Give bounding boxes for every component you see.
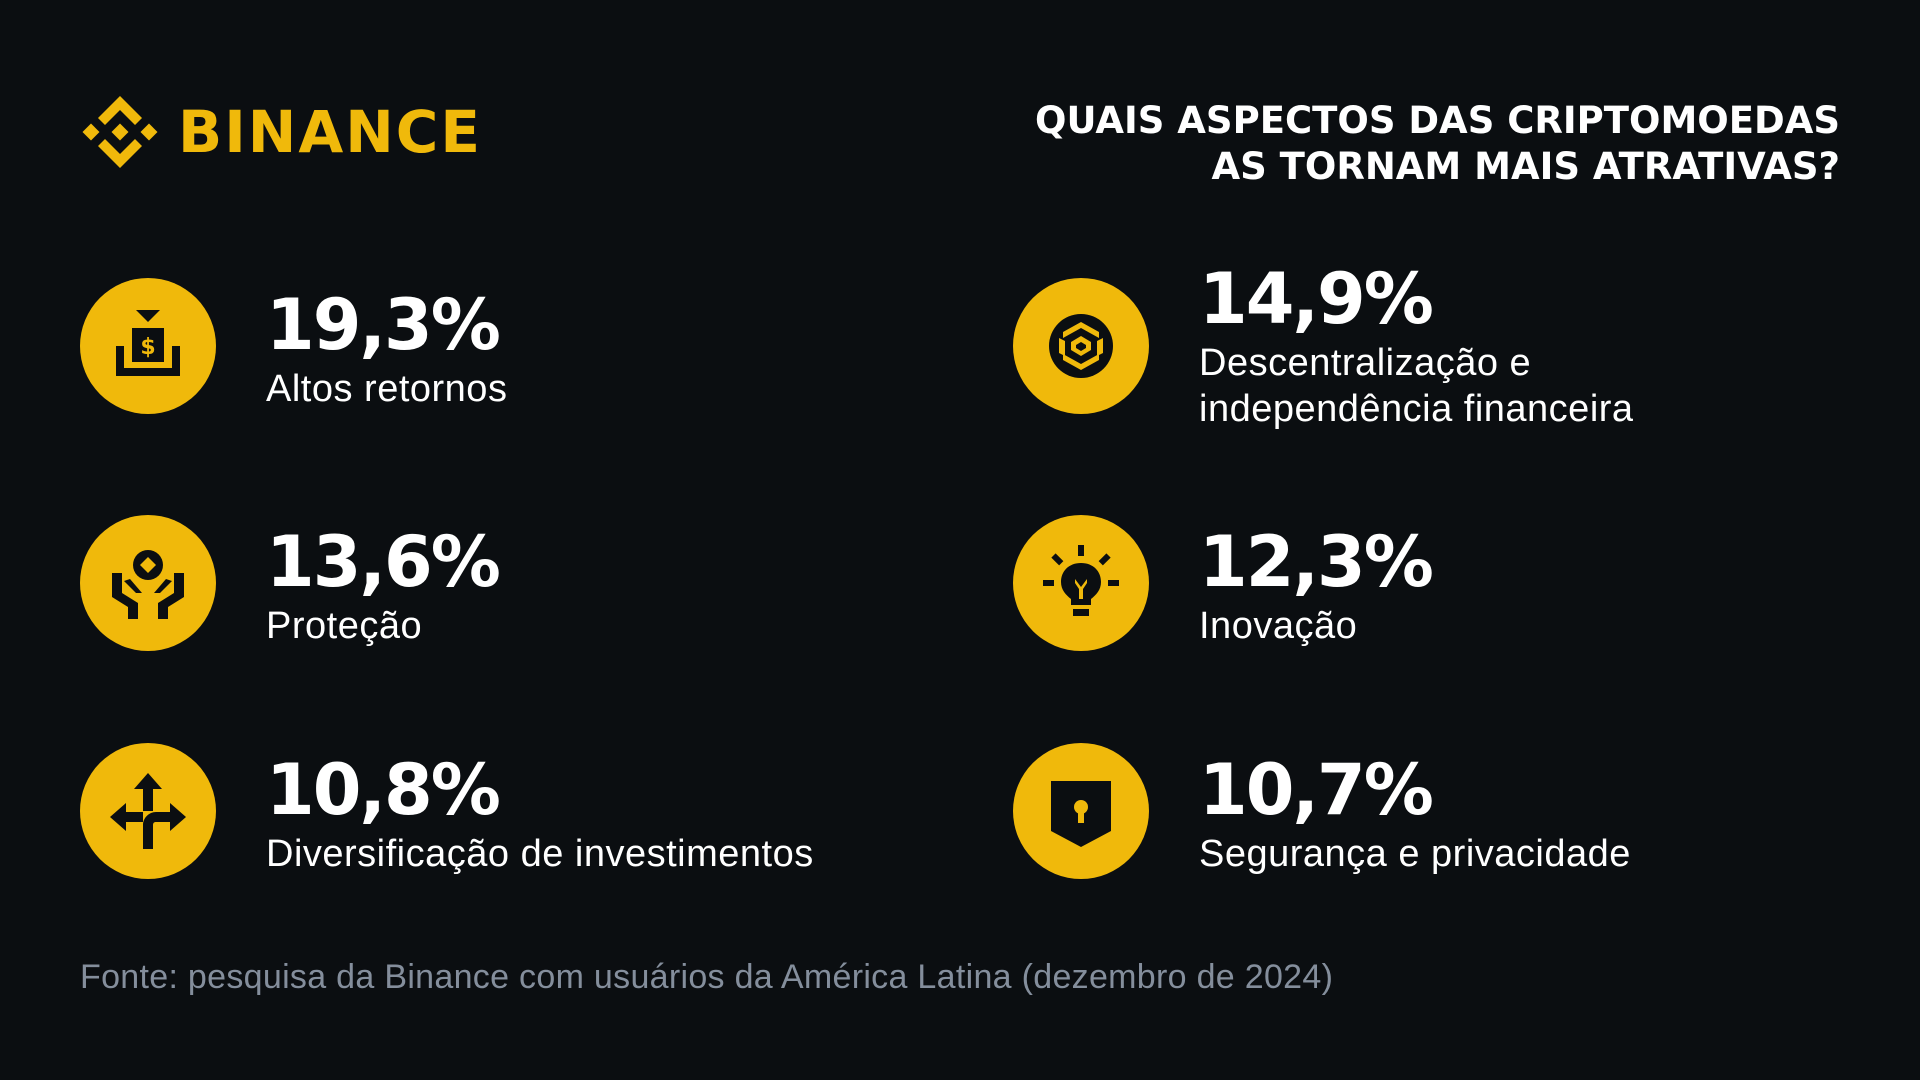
stat-label: Descentralização e independência finance… — [1199, 340, 1634, 432]
stat-percent: 13,6% — [266, 521, 501, 603]
stat-diversification: 10,8% Diversificação de investimentos — [80, 743, 814, 879]
stat-percent: 19,3% — [266, 284, 501, 366]
stat-security: 10,7% Segurança e privacidade — [1013, 743, 1631, 879]
stat-icon-circle — [1013, 515, 1149, 651]
svg-text:$: $ — [140, 335, 155, 360]
lightbulb-icon — [1043, 545, 1119, 616]
brand-name: BINANCE — [178, 98, 482, 166]
stat-decentralization: 14,9% Descentralização e independência f… — [1013, 264, 1634, 432]
stat-high-returns: $ 19,3% Altos retornos — [80, 278, 507, 414]
stat-percent: 10,8% — [266, 749, 501, 831]
stat-icon-circle — [1013, 278, 1149, 414]
stat-label: Altos retornos — [266, 368, 508, 410]
title-line-2: AS TORNAM MAIS ATRATIVAS? — [1211, 145, 1840, 188]
split-arrows-icon — [110, 773, 186, 849]
money-box-icon: $ — [116, 310, 180, 376]
stat-protection: 13,6% Proteção — [80, 515, 501, 651]
shield-keyhole-icon — [1051, 781, 1111, 847]
stat-icon-circle — [80, 743, 216, 879]
stat-label-line: independência financeira — [1199, 388, 1634, 430]
stat-label: Proteção — [266, 605, 423, 647]
page-title: QUAIS ASPECTOS DAS CRIPTOMOEDAS AS TORNA… — [940, 98, 1840, 190]
bnb-cube-icon — [1049, 314, 1113, 378]
stat-label: Segurança e privacidade — [1199, 833, 1631, 875]
stat-innovation: 12,3% Inovação — [1013, 515, 1434, 651]
title-line-1: QUAIS ASPECTOS DAS CRIPTOMOEDAS — [1035, 99, 1840, 142]
stat-label-line: Descentralização e — [1199, 342, 1532, 384]
stat-icon-circle: $ — [80, 278, 216, 414]
brand-logo: BINANCE — [80, 92, 482, 172]
hands-protecting-coin-icon — [112, 550, 184, 619]
stat-label: Inovação — [1199, 605, 1358, 647]
stat-icon-circle — [1013, 743, 1149, 879]
stat-percent: 10,7% — [1199, 749, 1434, 831]
binance-diamond-icon — [82, 96, 158, 168]
stat-label: Diversificação de investimentos — [266, 833, 814, 875]
stat-percent: 12,3% — [1199, 521, 1434, 603]
stat-icon-circle — [80, 515, 216, 651]
stat-percent: 14,9% — [1199, 258, 1434, 340]
source-note: Fonte: pesquisa da Binance com usuários … — [80, 958, 1334, 996]
